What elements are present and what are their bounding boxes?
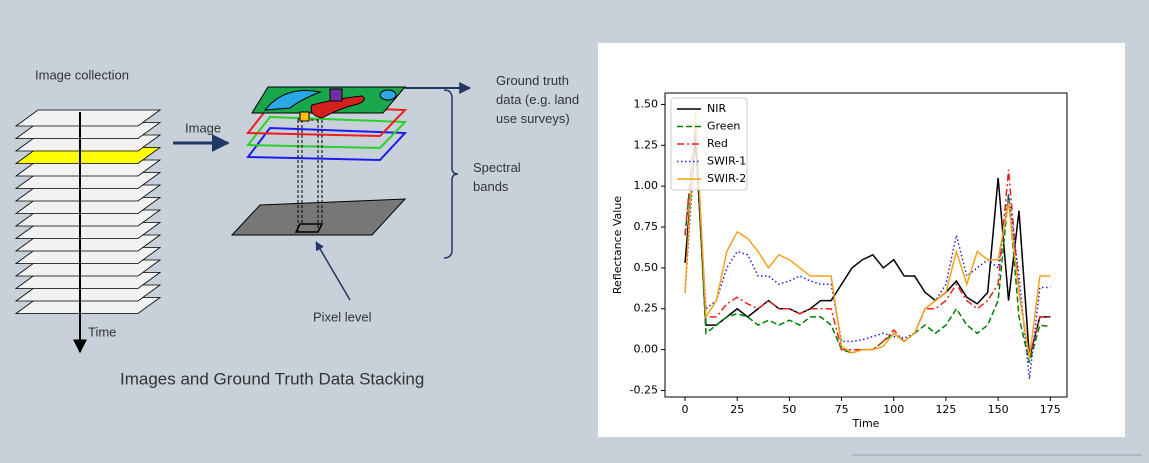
y-tick-label: 0.25 [634,302,659,315]
legend-label: SWIR-1 [707,155,746,168]
axes-frame [664,92,1068,398]
shape [299,111,310,122]
y-tick-label: 1.00 [634,179,659,192]
y-tick-label: 1.25 [634,138,659,151]
legend-label: Red [707,137,728,150]
series-line [684,137,1051,380]
legend-label: SWIR-2 [707,172,746,185]
legend-box [670,97,748,191]
blue-band [246,126,408,162]
y-tick-label: -0.25 [630,383,658,396]
x-tick-label: 0 [682,403,689,416]
y-tick-label: 0.75 [634,220,659,233]
legend-label: Green [707,120,740,133]
ground-truth-label: Ground truth data (e.g. land use surveys) [496,73,579,126]
x-tick-label: 50 [782,403,796,416]
image-sheet [14,109,162,127]
x-tick-label: 175 [1040,403,1061,416]
y-tick-label: 1.50 [634,97,659,110]
series-line [684,112,1051,358]
chart: -0.25 0.00 0.25 0.50 0.75 1.00 1.25 1.50 0 25 50 75… [611,92,1068,430]
image-stack [14,109,162,314]
x-axis-label: Time [852,417,880,430]
green-band [245,115,408,150]
y-tick-label: 0.50 [634,261,659,274]
caption: Images and Ground Truth Data Stacking [120,369,424,388]
pixel-arrow [315,241,351,301]
shape [310,95,365,119]
shape [263,89,322,111]
time-label: Time [88,324,116,339]
pixel-label: Pixel level [313,309,372,324]
collection-label: Image collection [35,67,129,82]
x-tick-label: 25 [730,403,744,416]
y-tick-label: 0.00 [634,343,659,356]
x-tick-label: 125 [935,403,956,416]
legend-label: NIR [707,102,726,115]
pixel [294,223,324,233]
x-tick-label: 75 [835,403,849,416]
series-line [684,137,1051,358]
y-axis-label: Reflectance Value [611,196,624,294]
bracket [443,89,459,259]
pixel-column [297,109,323,232]
shape [379,89,397,101]
series-line [684,120,1051,358]
x-tick-label: 100 [883,403,904,416]
spectral-label: Spectral bands [473,160,521,194]
image-label: Image [185,120,221,135]
x-tick-label: 150 [988,403,1009,416]
shape [329,88,343,102]
